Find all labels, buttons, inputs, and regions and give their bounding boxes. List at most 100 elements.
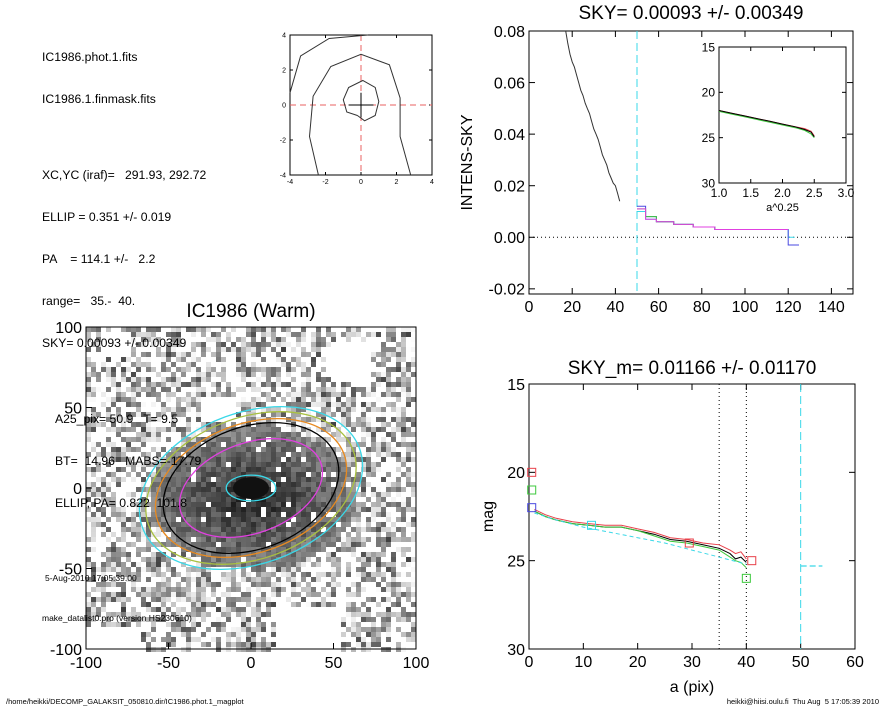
image-pixel — [141, 372, 146, 377]
image-pixel — [341, 362, 346, 367]
image-pixel — [166, 567, 171, 572]
image-pixel — [176, 527, 181, 532]
image-pixel — [136, 457, 141, 462]
image-pixel — [296, 552, 301, 557]
image-pixel — [351, 437, 356, 442]
image-pixel — [161, 587, 166, 592]
image-pixel — [186, 642, 191, 647]
image-pixel — [91, 412, 96, 417]
image-pixel — [126, 562, 131, 567]
image-pixel — [366, 562, 371, 567]
image-pixel — [261, 637, 266, 642]
image-pixel — [316, 512, 321, 517]
image-pixel — [216, 522, 221, 527]
image-pixel — [141, 427, 146, 432]
image-pixel — [301, 617, 306, 622]
image-pixel — [96, 342, 101, 347]
image-pixel — [121, 427, 126, 432]
image-pixel — [281, 602, 286, 607]
image-pixel — [156, 532, 161, 537]
image-pixel — [161, 382, 166, 387]
image-pixel — [231, 577, 236, 582]
image-pixel — [136, 577, 141, 582]
image-pixel — [196, 397, 201, 402]
image-pixel — [301, 547, 306, 552]
image-pixel — [311, 432, 316, 437]
image-pixel — [131, 497, 136, 502]
image-pixel — [226, 617, 231, 622]
image-pixel — [241, 362, 246, 367]
image-pixel — [326, 517, 331, 522]
image-pixel — [181, 462, 186, 467]
image-pixel — [301, 582, 306, 587]
image-pixel — [241, 417, 246, 422]
image-pixel — [176, 577, 181, 582]
image-pixel — [196, 527, 201, 532]
image-pixel — [136, 632, 141, 637]
image-pixel — [231, 332, 236, 337]
image-pixel — [336, 372, 341, 377]
image-pixel — [261, 552, 266, 557]
image-pixel — [361, 392, 366, 397]
image-pixel — [341, 372, 346, 377]
image-pixel — [91, 497, 96, 502]
image-pixel — [351, 627, 356, 632]
image-pixel — [371, 592, 376, 597]
image-pixel — [306, 597, 311, 602]
image-pixel — [291, 582, 296, 587]
image-pixel — [281, 582, 286, 587]
image-pixel — [151, 492, 156, 497]
image-pixel — [171, 492, 176, 497]
image-pixel — [266, 492, 271, 497]
image-pixel — [346, 517, 351, 522]
image-pixel — [146, 462, 151, 467]
image-pixel — [351, 372, 356, 377]
image-pixel — [286, 502, 291, 507]
image-pixel — [346, 512, 351, 517]
image-pixel — [326, 572, 331, 577]
image-pixel — [246, 637, 251, 642]
image-pixel — [336, 627, 341, 632]
image-pixel — [396, 362, 401, 367]
image-pixel — [236, 457, 241, 462]
image-pixel — [251, 617, 256, 622]
image-pixel — [266, 437, 271, 442]
y-tick-label: 50 — [64, 401, 82, 418]
image-pixel — [201, 392, 206, 397]
image-pixel — [131, 382, 136, 387]
image-pixel — [146, 562, 151, 567]
image-pixel — [146, 482, 151, 487]
image-pixel — [256, 387, 261, 392]
image-pixel — [311, 402, 316, 407]
image-pixel — [166, 607, 171, 612]
image-pixel — [326, 412, 331, 417]
image-pixel — [381, 352, 386, 357]
image-pixel — [91, 512, 96, 517]
image-pixel — [356, 472, 361, 477]
image-pixel — [311, 362, 316, 367]
image-pixel — [166, 502, 171, 507]
image-pixel — [301, 447, 306, 452]
image-pixel — [281, 337, 286, 342]
image-pixel — [121, 347, 126, 352]
image-pixel — [341, 357, 346, 362]
image-pixel — [251, 547, 256, 552]
image-pixel — [331, 587, 336, 592]
image-pixel — [321, 347, 326, 352]
image-pixel — [96, 402, 101, 407]
image-pixel — [191, 447, 196, 452]
image-pixel — [246, 327, 251, 332]
image-pixel — [236, 627, 241, 632]
image-pixel — [316, 612, 321, 617]
image-pixel — [226, 492, 231, 497]
image-pixel — [286, 332, 291, 337]
image-pixel — [346, 397, 351, 402]
image-pixel — [161, 407, 166, 412]
image-pixel — [271, 577, 276, 582]
image-pixel — [256, 332, 261, 337]
image-pixel — [356, 507, 361, 512]
image-pixel — [291, 432, 296, 437]
image-pixel — [126, 572, 131, 577]
image-pixel — [106, 357, 111, 362]
image-pixel — [211, 512, 216, 517]
